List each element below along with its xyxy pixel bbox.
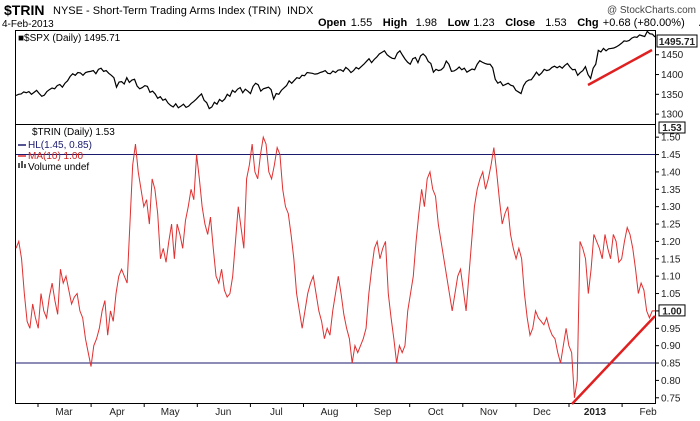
- chart-date: 4-Feb-2013: [2, 19, 54, 30]
- ohlc-label: Open: [318, 17, 346, 29]
- y-tick-label: 0.75: [661, 393, 681, 404]
- spx-legend: ■$SPX (Daily) 1495.71: [18, 33, 121, 44]
- trin-line: [15, 135, 655, 398]
- y-tick-label: 1.35: [661, 185, 681, 196]
- x-tick-label: Feb: [639, 407, 657, 418]
- trin-y-axis: 0.75 0.80 0.85 0.90 0.95 1.00 1.05 1.10 1.15 1.20…: [655, 133, 681, 404]
- x-tick-label: Aug: [321, 407, 339, 418]
- y-tick-label: 0.80: [661, 376, 681, 387]
- y-tick-label: 1.50: [661, 133, 681, 144]
- y-tick-label: 1.30: [661, 202, 681, 213]
- symbol-title: $TRIN: [4, 2, 44, 18]
- ohlc-value: 1.53: [545, 17, 566, 29]
- trin-last-value-box: 1.00: [658, 304, 686, 317]
- svg-text:1495.71: 1495.71: [659, 37, 696, 48]
- svg-text:1.53: 1.53: [662, 123, 682, 134]
- ohlc-label: Chg: [577, 17, 598, 29]
- y-tick-label: 1400: [661, 70, 684, 81]
- y-tick-label: 1.10: [661, 272, 681, 283]
- ohlc-label: Close: [505, 17, 535, 29]
- ohlc-label: Low: [448, 17, 470, 29]
- ohlc-label: High: [383, 17, 408, 29]
- spx-panel: ■$SPX (Daily) 1495.71 1300 1350 1400 1450 1…: [15, 30, 698, 125]
- volume-icon: [18, 161, 26, 168]
- y-tick-label: 0.90: [661, 341, 681, 352]
- ohlc-value: 1.23: [473, 17, 494, 29]
- y-tick-label: 1.25: [661, 220, 681, 231]
- spx-price-line: [15, 30, 656, 110]
- ohlc-value: 1.55: [351, 17, 372, 29]
- trin-panel-frame: [15, 124, 656, 404]
- trin-top-value-box: 1.53: [658, 121, 686, 134]
- x-tick-label: Jul: [270, 407, 283, 418]
- ohlc-value: +0.68 (+80.00%): [603, 17, 685, 29]
- y-tick-label: 1.15: [661, 254, 681, 265]
- x-tick-label: Apr: [109, 407, 125, 418]
- y-tick-label: 1300: [661, 110, 684, 121]
- svg-text:1.00: 1.00: [662, 306, 682, 317]
- exchange-label: INDX: [287, 5, 314, 17]
- x-tick-label: 2013: [584, 407, 607, 418]
- spx-panel-frame: [15, 30, 656, 125]
- spx-y-axis: 1300 1350 1400 1450: [655, 50, 684, 121]
- symbol-description: NYSE - Short-Term Trading Arms Index (TR…: [53, 5, 281, 17]
- x-tick-label: Sep: [374, 407, 392, 418]
- x-tick-label: Nov: [480, 407, 498, 418]
- spx-trend-annotation: [587, 48, 653, 87]
- x-tick-label: May: [161, 407, 180, 418]
- trin-legend-volume: Volume undef: [28, 162, 89, 173]
- y-tick-label: 1.20: [661, 237, 681, 248]
- x-tick-label: Jun: [215, 407, 231, 418]
- trin-legend-hl: HL(1.45, 0.85): [28, 140, 92, 151]
- y-tick-label: 1.45: [661, 150, 681, 161]
- trin-legend: $TRIN (Daily) 1.53 HL(1.45, 0.85) MA(10)…: [18, 127, 115, 173]
- y-tick-label: 1.05: [661, 289, 681, 300]
- y-tick-label: 1450: [661, 50, 684, 61]
- trin-trend-annotation: [571, 315, 656, 405]
- ohlc-row: Open 1.55 High 1.98 Low 1.23 Close 1.53 Chg +0.68…: [318, 17, 700, 29]
- x-axis: Mar Apr May Jun Jul Aug Sep Oct Nov Dec 2013 Feb: [37, 403, 657, 418]
- y-tick-label: 1350: [661, 90, 684, 101]
- trin-legend-ma: MA(10) 1.00: [28, 151, 83, 162]
- trin-legend-title: $TRIN (Daily) 1.53: [32, 127, 115, 138]
- watermark: @ StockCharts.com: [607, 5, 696, 16]
- trin-panel: 0.75 0.80 0.85 0.90 0.95 1.00 1.05 1.10 1.15 1.20…: [15, 121, 686, 405]
- x-tick-label: Dec: [533, 407, 551, 418]
- y-tick-label: 0.95: [661, 324, 681, 335]
- y-tick-label: 0.85: [661, 359, 681, 370]
- chart-header: $TRIN NYSE - Short-Term Trading Arms Ind…: [2, 2, 700, 30]
- y-tick-label: 1.40: [661, 167, 681, 178]
- chg-up-icon: ▲: [697, 17, 700, 29]
- x-tick-label: Mar: [55, 407, 73, 418]
- ohlc-value: 1.98: [416, 17, 437, 29]
- x-tick-label: Oct: [428, 407, 444, 418]
- spx-last-value-box: 1495.71: [656, 34, 698, 48]
